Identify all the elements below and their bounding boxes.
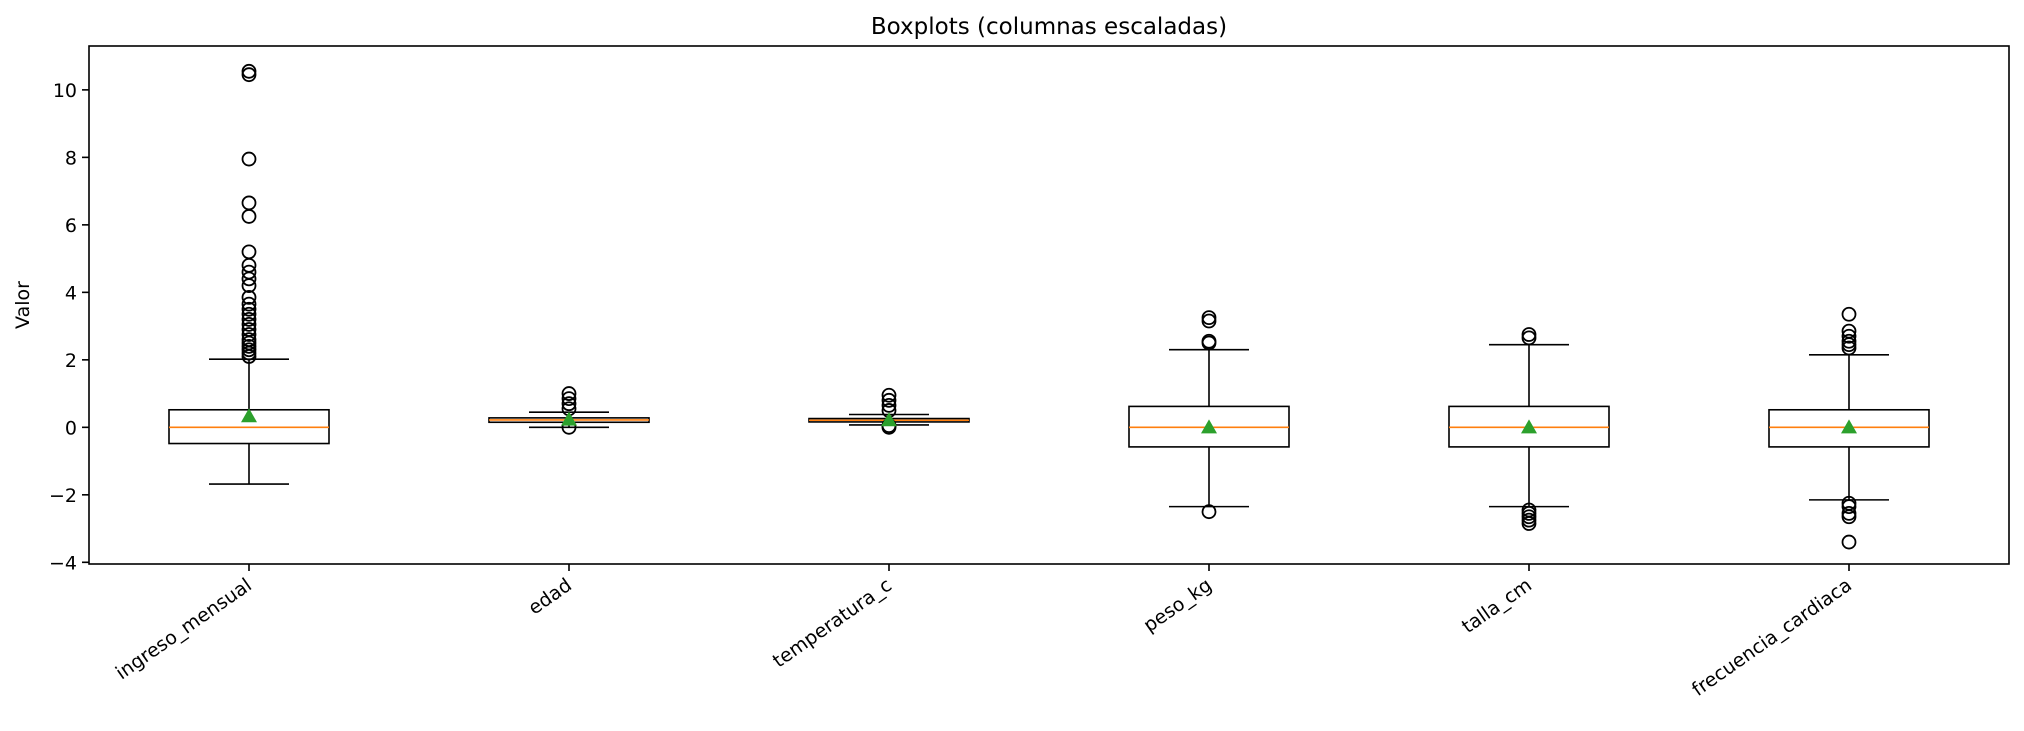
box-group-frecuencia_cardiaca xyxy=(1768,306,1930,550)
outlier-point xyxy=(561,391,577,407)
outlier-point xyxy=(241,151,257,167)
y-tick-label: 10 xyxy=(53,80,77,102)
mean-marker xyxy=(1841,419,1857,434)
y-tick-label: 2 xyxy=(65,350,77,372)
box-group-talla_cm xyxy=(1448,327,1610,531)
outlier-point xyxy=(881,392,897,408)
y-tick-label: 0 xyxy=(65,417,77,439)
x-tick-label: peso_kg xyxy=(1139,574,1215,637)
outlier-point xyxy=(241,63,257,79)
box xyxy=(1768,408,1930,448)
box-group-ingreso_mensual xyxy=(168,63,330,485)
outlier-point xyxy=(1841,328,1857,344)
y-axis-label: Valor xyxy=(12,281,34,329)
outlier-point xyxy=(881,387,897,403)
x-axis: ingreso_mensual edad temperatura_c peso_kg t… xyxy=(112,564,1856,701)
y-tick-label: −2 xyxy=(49,485,77,507)
outlier-point xyxy=(241,322,257,337)
outlier-point xyxy=(1841,306,1857,322)
outlier-point xyxy=(241,317,257,332)
outlier-point xyxy=(1841,333,1857,349)
y-tick-label: 6 xyxy=(65,215,77,237)
outlier-point xyxy=(241,296,257,312)
x-tick-label: edad xyxy=(524,574,576,619)
outlier-point xyxy=(1201,310,1217,326)
plot-frame xyxy=(88,45,2010,565)
outlier-point xyxy=(561,396,577,412)
outlier-point xyxy=(1841,509,1857,525)
outlier-point xyxy=(1201,504,1217,520)
outlier-point xyxy=(1521,516,1537,531)
box-group-temperatura_c xyxy=(808,387,970,435)
y-axis: −4 −2 0 2 4 6 8 10 xyxy=(49,80,89,574)
outlier-point xyxy=(1201,333,1217,349)
mean-marker xyxy=(881,412,897,427)
outlier-point xyxy=(241,301,257,317)
y-tick-label: 8 xyxy=(65,147,77,169)
mean-marker xyxy=(561,411,577,426)
y-tick-label: 4 xyxy=(65,282,77,304)
outlier-point xyxy=(561,386,577,401)
box-group-edad xyxy=(488,386,650,435)
outlier-point xyxy=(241,244,257,260)
outlier-point xyxy=(241,195,257,211)
outlier-point xyxy=(881,397,897,413)
outlier-point xyxy=(241,311,257,327)
x-tick-label: temperatura_c xyxy=(769,574,896,672)
mean-marker xyxy=(1521,419,1537,434)
outlier-point xyxy=(241,209,257,224)
y-tick-label: −4 xyxy=(49,552,77,574)
chart-title: Boxplots (columnas escaladas) xyxy=(871,14,1227,40)
outlier-point xyxy=(241,290,257,305)
x-tick-label: talla_cm xyxy=(1458,574,1536,638)
outlier-point xyxy=(1841,534,1857,550)
x-tick-label: ingreso_mensual xyxy=(112,574,256,684)
outlier-point xyxy=(241,264,257,280)
outlier-point xyxy=(241,327,257,342)
outlier-point xyxy=(1841,323,1857,339)
outlier-point xyxy=(1521,327,1537,342)
x-tick-label: frecuencia_cardiaca xyxy=(1688,574,1856,701)
mean-marker xyxy=(1201,419,1217,434)
mean-marker xyxy=(241,408,257,423)
outlier-point xyxy=(1841,499,1857,515)
outlier-point xyxy=(241,306,257,322)
box-group-peso_kg xyxy=(1128,310,1290,520)
plot-area xyxy=(168,63,1930,550)
outlier-point xyxy=(241,332,257,347)
